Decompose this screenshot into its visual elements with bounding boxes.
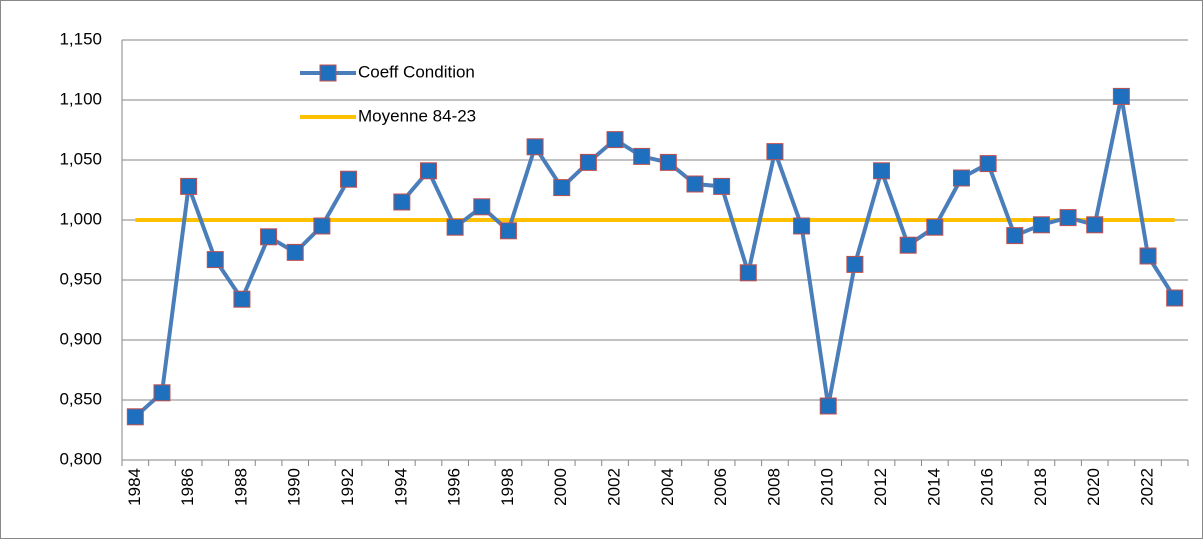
x-tick-label: 1992 bbox=[338, 468, 357, 506]
x-tick-label: 1996 bbox=[445, 468, 464, 506]
x-tick-label: 2022 bbox=[1138, 468, 1157, 506]
marker bbox=[1086, 216, 1104, 234]
marker bbox=[979, 155, 997, 173]
marker bbox=[686, 175, 704, 193]
marker bbox=[579, 153, 597, 171]
x-tick-label: 1990 bbox=[285, 468, 304, 506]
marker bbox=[446, 218, 464, 236]
marker bbox=[233, 290, 251, 308]
y-tick-label: 1,100 bbox=[59, 89, 102, 108]
x-tick-label: 2004 bbox=[658, 468, 677, 506]
x-tick-label: 2018 bbox=[1031, 468, 1050, 506]
marker bbox=[260, 228, 278, 246]
marker bbox=[419, 162, 437, 180]
marker bbox=[793, 217, 811, 235]
legend-label: Coeff Condition bbox=[358, 62, 475, 81]
marker bbox=[1006, 227, 1024, 245]
legend-marker bbox=[319, 64, 337, 82]
x-tick-label: 2012 bbox=[871, 468, 890, 506]
marker bbox=[553, 179, 571, 197]
marker bbox=[739, 264, 757, 282]
marker bbox=[1032, 216, 1050, 234]
marker bbox=[1166, 289, 1184, 307]
marker bbox=[659, 153, 677, 171]
marker bbox=[340, 170, 358, 188]
x-tick-label: 1994 bbox=[391, 468, 410, 506]
marker bbox=[1139, 247, 1157, 265]
y-tick-label: 0,850 bbox=[59, 389, 102, 408]
marker bbox=[633, 147, 651, 165]
x-tick-label: 2020 bbox=[1084, 468, 1103, 506]
x-tick-label: 1998 bbox=[498, 468, 517, 506]
marker bbox=[1112, 87, 1130, 105]
x-tick-label: 2000 bbox=[551, 468, 570, 506]
marker bbox=[713, 177, 731, 195]
marker bbox=[473, 198, 491, 216]
marker bbox=[126, 408, 144, 426]
marker bbox=[1059, 209, 1077, 227]
marker bbox=[873, 162, 891, 180]
marker bbox=[153, 384, 171, 402]
marker bbox=[766, 143, 784, 161]
marker bbox=[606, 131, 624, 149]
x-tick-label: 1984 bbox=[125, 468, 144, 506]
marker bbox=[499, 222, 517, 240]
x-tick-label: 2014 bbox=[924, 468, 943, 506]
marker bbox=[819, 397, 837, 415]
x-tick-label: 1988 bbox=[231, 468, 250, 506]
x-tick-label: 2008 bbox=[764, 468, 783, 506]
marker bbox=[952, 169, 970, 187]
marker bbox=[846, 255, 864, 273]
x-tick-label: 2016 bbox=[978, 468, 997, 506]
y-tick-label: 1,000 bbox=[59, 209, 102, 228]
marker bbox=[926, 218, 944, 236]
legend-label: Moyenne 84-23 bbox=[358, 106, 476, 125]
x-tick-label: 2002 bbox=[605, 468, 624, 506]
marker bbox=[526, 138, 544, 156]
y-tick-label: 1,150 bbox=[59, 29, 102, 48]
x-tick-label: 1986 bbox=[178, 468, 197, 506]
marker bbox=[899, 236, 917, 254]
marker bbox=[180, 177, 198, 195]
marker bbox=[393, 193, 411, 211]
marker bbox=[286, 243, 304, 261]
y-tick-label: 0,900 bbox=[59, 329, 102, 348]
marker bbox=[313, 217, 331, 235]
x-tick-label: 2006 bbox=[711, 468, 730, 506]
marker bbox=[206, 251, 224, 269]
y-tick-label: 0,950 bbox=[59, 269, 102, 288]
y-tick-label: 1,050 bbox=[59, 149, 102, 168]
y-tick-label: 0,800 bbox=[59, 449, 102, 468]
x-tick-label: 2010 bbox=[818, 468, 837, 506]
